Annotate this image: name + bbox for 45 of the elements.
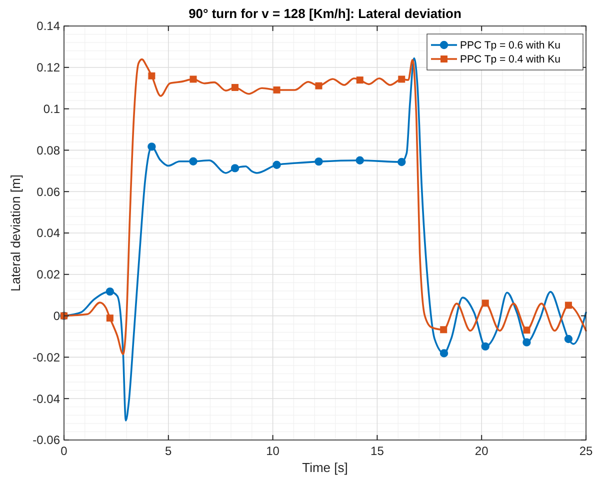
point	[440, 349, 448, 358]
point	[440, 326, 448, 334]
x-tick-label: 5	[165, 444, 172, 458]
point	[315, 82, 322, 90]
x-axis-title: Time [s]	[302, 460, 348, 475]
point	[398, 158, 406, 166]
point	[232, 84, 239, 91]
point	[148, 142, 156, 151]
y-tick-label: 0.04	[36, 226, 60, 240]
x-tick-label: 15	[370, 444, 384, 458]
point	[564, 302, 572, 309]
point	[523, 326, 530, 334]
y-tick-label: 0.06	[36, 184, 60, 199]
point	[522, 338, 531, 346]
y-tick-label: 0.02	[36, 268, 60, 282]
y-tick-label: 0.1	[43, 102, 60, 116]
point	[106, 287, 114, 296]
point	[314, 157, 323, 166]
legend-label: PPC Tp = 0.4 with Ku	[460, 54, 561, 66]
y-tick-label: -0.06	[32, 433, 60, 448]
y-tick-label: 0.14	[36, 19, 60, 34]
y-tick-label: -0.04	[32, 392, 60, 406]
point	[356, 156, 364, 164]
point	[398, 76, 406, 83]
point	[190, 76, 197, 83]
point	[189, 157, 198, 166]
y-tick-label: 0.12	[36, 60, 60, 75]
point	[106, 314, 114, 322]
chart-title: 90° turn for v = 128 [Km/h]: Lateral deviation	[188, 6, 462, 21]
y-tick-label: 0	[53, 309, 60, 323]
x-tick-label: 20	[474, 444, 489, 458]
legend-label: PPC Tp = 0.6 with Ku	[460, 40, 561, 52]
point	[482, 300, 489, 307]
y-tick-label: -0.02	[32, 350, 60, 364]
x-tick-label: 10	[266, 444, 280, 458]
point	[481, 342, 490, 351]
point	[564, 334, 573, 344]
x-tick-label: 25	[579, 444, 593, 458]
point	[273, 86, 280, 94]
point	[230, 164, 240, 172]
y-axis-title: Lateral deviation [m]	[8, 174, 23, 292]
point	[148, 72, 156, 80]
point	[272, 160, 281, 169]
y-tick-label: 0.08	[36, 143, 60, 158]
point	[356, 76, 364, 84]
